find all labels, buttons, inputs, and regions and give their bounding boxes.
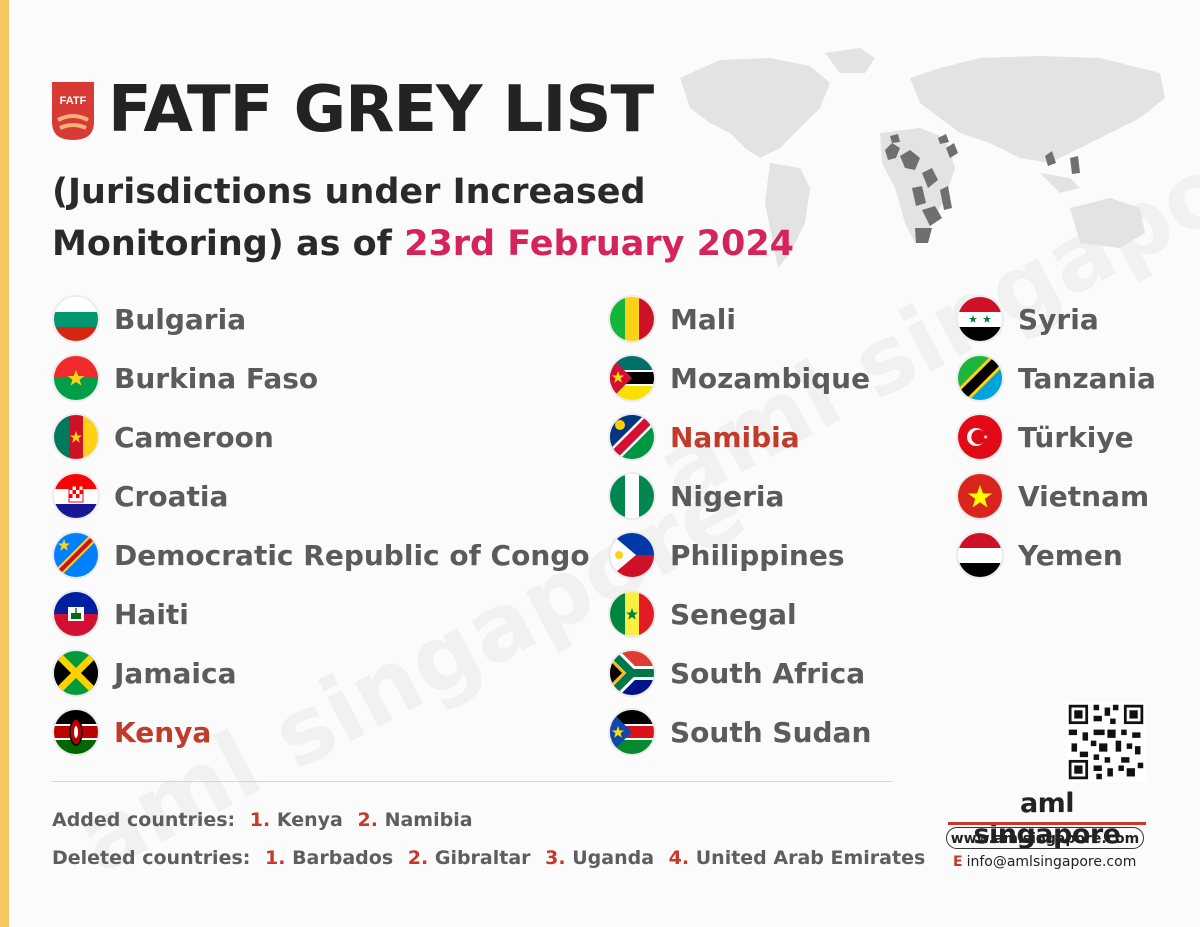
deleted-number: 3.: [545, 847, 566, 869]
subtitle-prefix: Monitoring) as of: [52, 224, 405, 264]
left-accent-stripe: [0, 0, 9, 927]
fatf-logo-icon: FATF: [52, 82, 94, 140]
country-name: Tanzania: [1018, 361, 1156, 395]
subtitle-line-1: (Jurisdictions under Increased: [52, 172, 646, 212]
subtitle-line-2: Monitoring) as of 23rd February 2024: [52, 218, 812, 270]
country-item: Mozambique: [608, 353, 870, 403]
country-name-added: Namibia: [670, 420, 800, 454]
mozambique-flag-icon: [608, 354, 656, 402]
country-name: Croatia: [114, 479, 229, 513]
added-number: 1.: [249, 809, 271, 831]
bulgaria-flag-icon: [52, 295, 100, 343]
country-name: Mozambique: [670, 361, 871, 395]
country-name: Türkiye: [1018, 420, 1134, 454]
jamaica-flag-icon: [52, 649, 100, 697]
country-item: Bulgaria: [52, 294, 246, 344]
country-name: Yemen: [1018, 538, 1123, 572]
mali-flag-icon: [608, 295, 656, 343]
drc-flag-icon: [52, 531, 100, 579]
country-item: South Sudan: [608, 707, 871, 757]
vietnam-flag-icon: [956, 472, 1004, 520]
world-map-graphic: [680, 48, 1165, 268]
page-subtitle: (Jurisdictions under Increased Monitorin…: [52, 166, 812, 270]
south-sudan-flag-icon: [608, 708, 656, 756]
country-name: South Africa: [670, 656, 866, 690]
deleted-countries-line: Deleted countries: 1. Barbados 2. Gibral…: [52, 847, 925, 869]
country-item: Nigeria: [608, 471, 784, 521]
country-item: Cameroon: [52, 412, 274, 462]
page-title: FATF GREY LIST: [108, 73, 654, 147]
deleted-number: 2.: [407, 847, 429, 869]
deleted-country: Uganda: [572, 847, 655, 869]
syria-flag-icon: [956, 295, 1004, 343]
added-country: Namibia: [384, 809, 473, 831]
country-name: Philippines: [670, 538, 845, 572]
country-name: Mali: [670, 302, 736, 336]
country-item: Croatia: [52, 471, 228, 521]
country-name-added: Kenya: [114, 715, 212, 749]
deleted-label: Deleted countries:: [52, 847, 251, 869]
country-item: Jamaica: [52, 648, 236, 698]
south-africa-flag-icon: [608, 649, 656, 697]
nigeria-flag-icon: [608, 472, 656, 520]
country-item: Tanzania: [956, 353, 1156, 403]
deleted-number: 4.: [668, 847, 690, 869]
burkina-faso-flag-icon: [52, 354, 100, 402]
philippines-flag-icon: [608, 531, 656, 579]
country-name: South Sudan: [670, 715, 872, 749]
country-item: Senegal: [608, 589, 797, 639]
country-item: Burkina Faso: [52, 353, 318, 403]
croatia-flag-icon: [52, 472, 100, 520]
country-name: Jamaica: [114, 656, 237, 690]
country-name: Burkina Faso: [114, 361, 319, 395]
deleted-country: United Arab Emirates: [695, 847, 926, 869]
website-link[interactable]: www.amlsingapore.com: [946, 827, 1144, 849]
country-name: Nigeria: [670, 479, 785, 513]
added-countries-line: Added countries: 1. Kenya 2. Namibia: [52, 809, 473, 831]
added-label: Added countries:: [52, 809, 236, 831]
kenya-flag-icon: [52, 708, 100, 756]
country-item: Haiti: [52, 589, 189, 639]
namibia-flag-icon: [608, 413, 656, 461]
country-item: Syria: [956, 294, 1099, 344]
country-item: Democratic Republic of Congo: [52, 530, 590, 580]
divider: [52, 781, 892, 782]
email-label: E: [953, 854, 963, 870]
senegal-flag-icon: [608, 590, 656, 638]
cameroon-flag-icon: [52, 413, 100, 461]
country-name: Syria: [1018, 302, 1099, 336]
country-name: Democratic Republic of Congo: [114, 538, 590, 572]
country-item: South Africa: [608, 648, 865, 698]
country-item: Yemen: [956, 530, 1123, 580]
country-name: Senegal: [670, 597, 797, 631]
country-item: Vietnam: [956, 471, 1149, 521]
country-name: Vietnam: [1018, 479, 1150, 513]
deleted-country: Barbados: [292, 847, 394, 869]
haiti-flag-icon: [52, 590, 100, 638]
country-item: Mali: [608, 294, 736, 344]
subtitle-date: 23rd February 2024: [404, 224, 795, 264]
added-number: 2.: [357, 809, 378, 831]
country-name: Haiti: [114, 597, 189, 631]
deleted-number: 1.: [265, 847, 286, 869]
country-item: Philippines: [608, 530, 845, 580]
country-item: Kenya: [52, 707, 211, 757]
country-item: Türkiye: [956, 412, 1134, 462]
turkiye-flag-icon: [956, 413, 1004, 461]
tanzania-flag-icon: [956, 354, 1004, 402]
email-address[interactable]: info@amlsingapore.com: [966, 854, 1137, 870]
brand-underline: [948, 822, 1146, 825]
country-name: Cameroon: [114, 420, 274, 454]
added-country: Kenya: [276, 809, 343, 831]
logo-lettering: FATF: [60, 95, 87, 107]
deleted-country: Gibraltar: [434, 847, 531, 869]
country-name: Bulgaria: [114, 302, 247, 336]
yemen-flag-icon: [956, 531, 1004, 579]
country-item: Namibia: [608, 412, 800, 462]
qr-code-icon[interactable]: [1066, 702, 1146, 782]
